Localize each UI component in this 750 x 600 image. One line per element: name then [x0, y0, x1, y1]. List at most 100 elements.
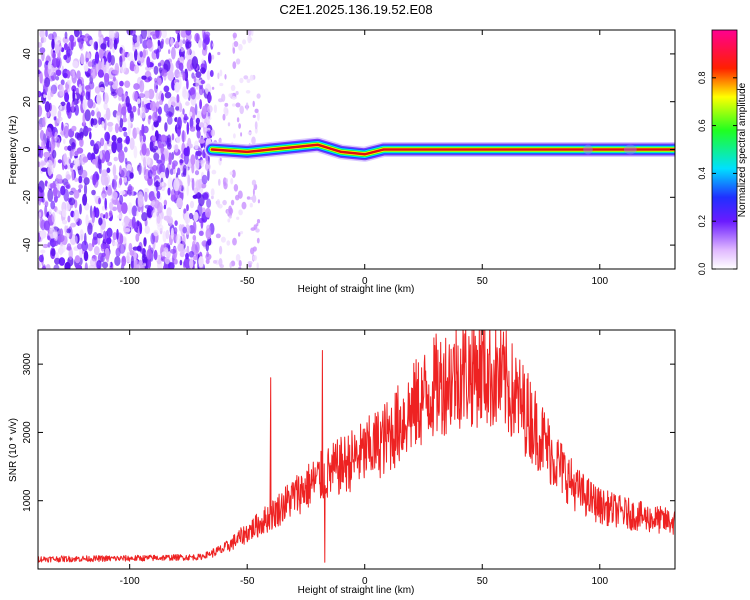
- noise-cell: [99, 86, 105, 92]
- noise-cell: [153, 152, 160, 161]
- noise-cell: [136, 98, 141, 104]
- noise-cell: [195, 92, 201, 100]
- noise-cell: [121, 221, 126, 227]
- heatmap-x-tick-label: -50: [240, 276, 255, 287]
- noise-cell: [212, 43, 215, 47]
- noise-cell: [112, 69, 119, 75]
- noise-cell: [171, 133, 175, 141]
- noise-cell: [147, 76, 153, 81]
- noise-cell: [147, 258, 152, 269]
- noise-cell: [157, 202, 163, 214]
- noise-cell: [191, 72, 195, 79]
- heatmap-x-axis-label: Height of straight line (km): [298, 284, 415, 295]
- noise-cell: [252, 114, 256, 118]
- noise-cell: [186, 166, 189, 180]
- noise-cell: [155, 92, 160, 101]
- noise-cell: [219, 82, 224, 87]
- noise-cell: [232, 32, 237, 39]
- noise-cell: [182, 130, 185, 143]
- noise-cell: [202, 193, 209, 201]
- noise-cell: [101, 205, 105, 211]
- noise-cell: [74, 30, 80, 38]
- noise-cell: [182, 164, 188, 176]
- noise-cell: [82, 156, 89, 163]
- noise-cell: [228, 207, 234, 215]
- noise-cell: [97, 69, 105, 78]
- noise-cell: [236, 216, 240, 220]
- noise-cell: [179, 102, 183, 113]
- noise-cell: [44, 205, 48, 217]
- noise-cell: [52, 186, 58, 197]
- noise-cell: [108, 262, 111, 267]
- noise-cell: [63, 125, 70, 139]
- noise-cell: [161, 69, 168, 77]
- heatmap-y-tick-label: 0: [22, 146, 33, 152]
- snr-x-axis-label: Height of straight line (km): [298, 585, 415, 596]
- noise-cell: [176, 135, 181, 144]
- noise-cell: [71, 170, 75, 182]
- noise-cell: [228, 93, 232, 98]
- noise-cell: [119, 233, 124, 245]
- noise-cell: [84, 109, 91, 122]
- noise-cell: [114, 31, 119, 39]
- noise-cell: [126, 170, 132, 182]
- noise-cell: [74, 255, 81, 264]
- noise-cell: [195, 71, 202, 78]
- noise-cell: [132, 91, 138, 102]
- noise-cell: [185, 101, 190, 106]
- noise-cell: [250, 247, 255, 255]
- noise-cell: [230, 199, 235, 206]
- noise-cell: [127, 184, 133, 197]
- noise-cell: [71, 100, 75, 113]
- noise-cell: [127, 123, 131, 136]
- noise-cell: [86, 127, 92, 132]
- noise-cell: [146, 56, 151, 68]
- noise-cell: [198, 256, 204, 268]
- noise-cell: [58, 257, 66, 266]
- noise-cell: [106, 253, 110, 263]
- noise-cell: [79, 229, 84, 242]
- figure-title: C2E1.2025.136.19.52.E08: [279, 2, 432, 17]
- noise-cell: [132, 105, 137, 113]
- heatmap-panel: -100 -50 0 50 100 -40 -20 0 20 40 Height of strai…: [8, 29, 676, 295]
- noise-cell: [189, 117, 194, 129]
- noise-cell: [91, 159, 97, 165]
- noise-cell: [119, 177, 123, 186]
- noise-cell: [154, 80, 158, 94]
- noise-cell: [178, 62, 184, 71]
- snr-series-line: [38, 330, 675, 563]
- noise-cell: [54, 131, 58, 142]
- noise-cell: [80, 169, 88, 179]
- heatmap-x-tick-label: 100: [591, 276, 608, 287]
- noise-cell: [133, 64, 140, 74]
- noise-cell: [174, 144, 179, 153]
- noise-cell: [226, 240, 231, 246]
- noise-cell: [128, 242, 133, 252]
- noise-cell: [116, 140, 123, 153]
- noise-cell: [59, 245, 63, 256]
- noise-cell: [103, 102, 108, 110]
- noise-cell: [209, 70, 214, 77]
- noise-cell: [61, 209, 67, 218]
- noise-cell: [183, 147, 189, 157]
- noise-cell: [89, 258, 96, 267]
- heatmap-y-tick-label: -20: [22, 190, 33, 205]
- noise-cell: [70, 39, 74, 51]
- snr-x-tick-label: 0: [362, 576, 368, 587]
- noise-cell: [55, 69, 62, 76]
- noise-cell: [119, 118, 124, 128]
- noise-cell: [170, 248, 177, 254]
- noise-cell: [64, 201, 71, 212]
- noise-cell: [85, 85, 90, 91]
- noise-cell: [107, 121, 114, 127]
- noise-cell: [188, 251, 195, 258]
- noise-cell: [77, 166, 82, 171]
- noise-cell: [43, 220, 51, 231]
- noise-cell: [141, 212, 148, 222]
- noise-cell: [208, 52, 212, 64]
- noise-cell: [123, 176, 127, 183]
- noise-cell: [192, 240, 196, 250]
- noise-cell: [51, 38, 55, 50]
- noise-cell: [143, 156, 146, 168]
- noise-cell: [126, 251, 130, 262]
